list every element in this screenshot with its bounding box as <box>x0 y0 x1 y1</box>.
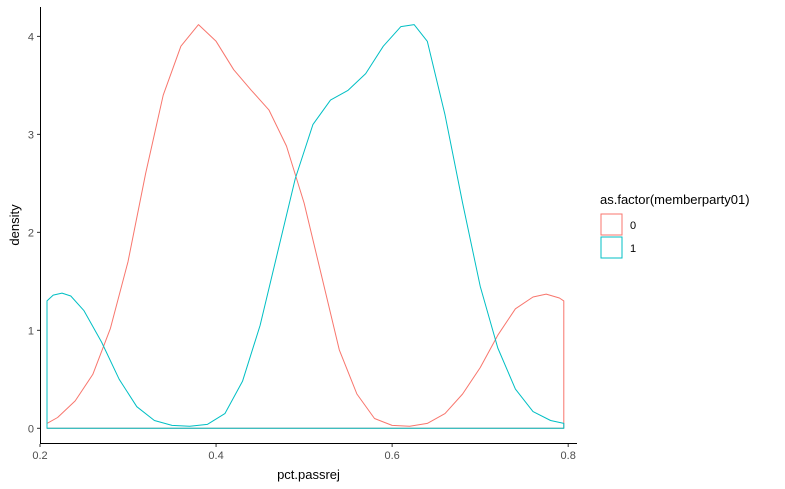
x-tick-label: 0.4 <box>208 450 223 462</box>
y-tick-label: 4 <box>28 31 34 43</box>
y-axis-ticks: 0 1 2 3 4 <box>28 31 40 435</box>
y-tick-label: 2 <box>28 227 34 239</box>
x-tick-label: 0.2 <box>32 450 47 462</box>
legend: as.factor(memberparty01) 01 <box>600 192 750 259</box>
y-tick-label: 0 <box>28 423 34 435</box>
density-series-0 <box>46 24 565 429</box>
x-axis-title: pct.passrej <box>277 467 340 482</box>
legend-label-1: 1 <box>630 243 636 255</box>
y-axis-title: density <box>7 204 22 246</box>
legend-title: as.factor(memberparty01) <box>600 192 750 207</box>
legend-key-1 <box>600 236 623 259</box>
legend-key-0 <box>600 213 623 236</box>
x-tick-label: 0.8 <box>561 450 576 462</box>
legend-label-0: 0 <box>630 220 636 232</box>
y-tick-label: 3 <box>28 129 34 141</box>
y-tick-label: 1 <box>28 325 34 337</box>
density-series-1 <box>46 24 565 429</box>
legend-items: 01 <box>600 213 636 259</box>
x-tick-label: 0.6 <box>384 450 399 462</box>
x-axis-ticks: 0.2 0.4 0.6 0.8 <box>32 444 576 462</box>
plot-area <box>46 24 565 429</box>
